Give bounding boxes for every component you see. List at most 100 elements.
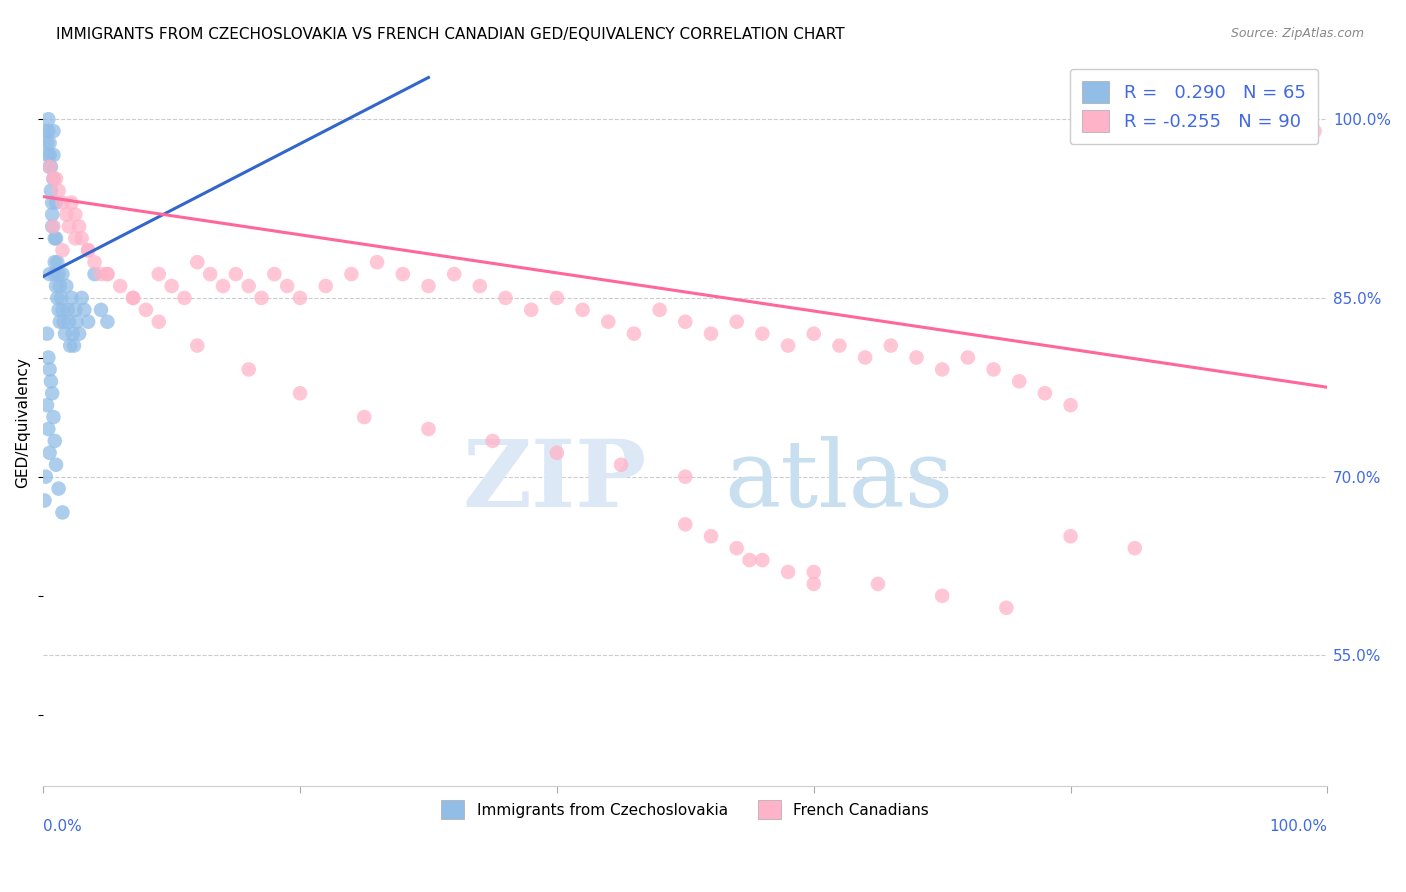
Point [198, 267, 221, 281]
Point [41, 386, 63, 401]
Point [45, 279, 67, 293]
Point [70, 231, 93, 245]
Point [77, 244, 100, 258]
Point [37, 422, 59, 436]
Point [803, 577, 825, 591]
Point [340, 267, 363, 281]
Point [46, 291, 69, 305]
Point [122, 291, 145, 305]
Point [238, 279, 260, 293]
Point [853, 351, 876, 365]
Point [866, 577, 889, 591]
Point [96, 267, 118, 281]
Point [37, 124, 59, 138]
Point [725, 315, 748, 329]
Point [623, 326, 645, 341]
Point [1033, 386, 1056, 401]
Point [51, 291, 73, 305]
Point [481, 434, 503, 448]
Point [288, 386, 311, 401]
Point [828, 338, 851, 352]
Point [45, 195, 67, 210]
Text: atlas: atlas [724, 436, 953, 526]
Point [38, 136, 60, 150]
Point [39, 160, 62, 174]
Point [55, 279, 77, 293]
Point [62, 326, 84, 341]
Point [468, 279, 491, 293]
Point [44, 267, 66, 281]
Point [53, 326, 76, 341]
Point [1303, 124, 1326, 138]
Point [83, 255, 105, 269]
Y-axis label: GED/Equivalency: GED/Equivalency [15, 358, 30, 489]
Point [42, 171, 65, 186]
Text: IMMIGRANTS FROM CZECHOSLOVAKIA VS FRENCH CANADIAN GED/EQUIVALENCY CORRELATION CH: IMMIGRANTS FROM CZECHOSLOVAKIA VS FRENCH… [56, 27, 845, 42]
Point [77, 315, 100, 329]
Point [70, 291, 93, 305]
Point [648, 302, 671, 317]
Point [44, 255, 66, 269]
Point [48, 184, 70, 198]
Point [42, 124, 65, 138]
Point [880, 338, 903, 352]
Point [186, 255, 208, 269]
Text: 100.0%: 100.0% [1270, 819, 1327, 834]
Point [39, 375, 62, 389]
Point [63, 338, 86, 352]
Point [51, 195, 73, 210]
Point [1059, 529, 1081, 543]
Point [34, 493, 56, 508]
Point [238, 362, 260, 376]
Point [250, 291, 273, 305]
Point [83, 267, 105, 281]
Point [51, 267, 73, 281]
Point [46, 255, 69, 269]
Point [983, 362, 1005, 376]
Point [738, 553, 761, 567]
Point [38, 148, 60, 162]
Point [571, 302, 593, 317]
Point [610, 458, 633, 472]
Point [90, 302, 112, 317]
Point [418, 422, 440, 436]
Point [48, 482, 70, 496]
Text: ZIP: ZIP [463, 436, 647, 526]
Point [110, 279, 132, 293]
Point [60, 291, 83, 305]
Point [148, 267, 170, 281]
Point [212, 279, 235, 293]
Point [135, 302, 157, 317]
Point [38, 160, 60, 174]
Point [905, 351, 928, 365]
Point [700, 326, 723, 341]
Point [51, 244, 73, 258]
Point [67, 326, 90, 341]
Point [45, 458, 67, 472]
Point [42, 171, 65, 186]
Point [51, 302, 73, 317]
Point [41, 219, 63, 234]
Point [173, 291, 195, 305]
Point [1123, 541, 1146, 556]
Point [803, 565, 825, 579]
Point [42, 410, 65, 425]
Point [495, 291, 517, 305]
Point [60, 195, 83, 210]
Point [48, 302, 70, 317]
Point [42, 219, 65, 234]
Point [1059, 398, 1081, 412]
Point [48, 267, 70, 281]
Point [65, 302, 87, 317]
Point [673, 469, 696, 483]
Point [391, 267, 413, 281]
Point [353, 410, 375, 425]
Point [35, 398, 58, 412]
Point [35, 148, 58, 162]
Point [225, 267, 247, 281]
Point [263, 267, 285, 281]
Point [598, 315, 620, 329]
Point [673, 315, 696, 329]
Point [148, 315, 170, 329]
Point [44, 434, 66, 448]
